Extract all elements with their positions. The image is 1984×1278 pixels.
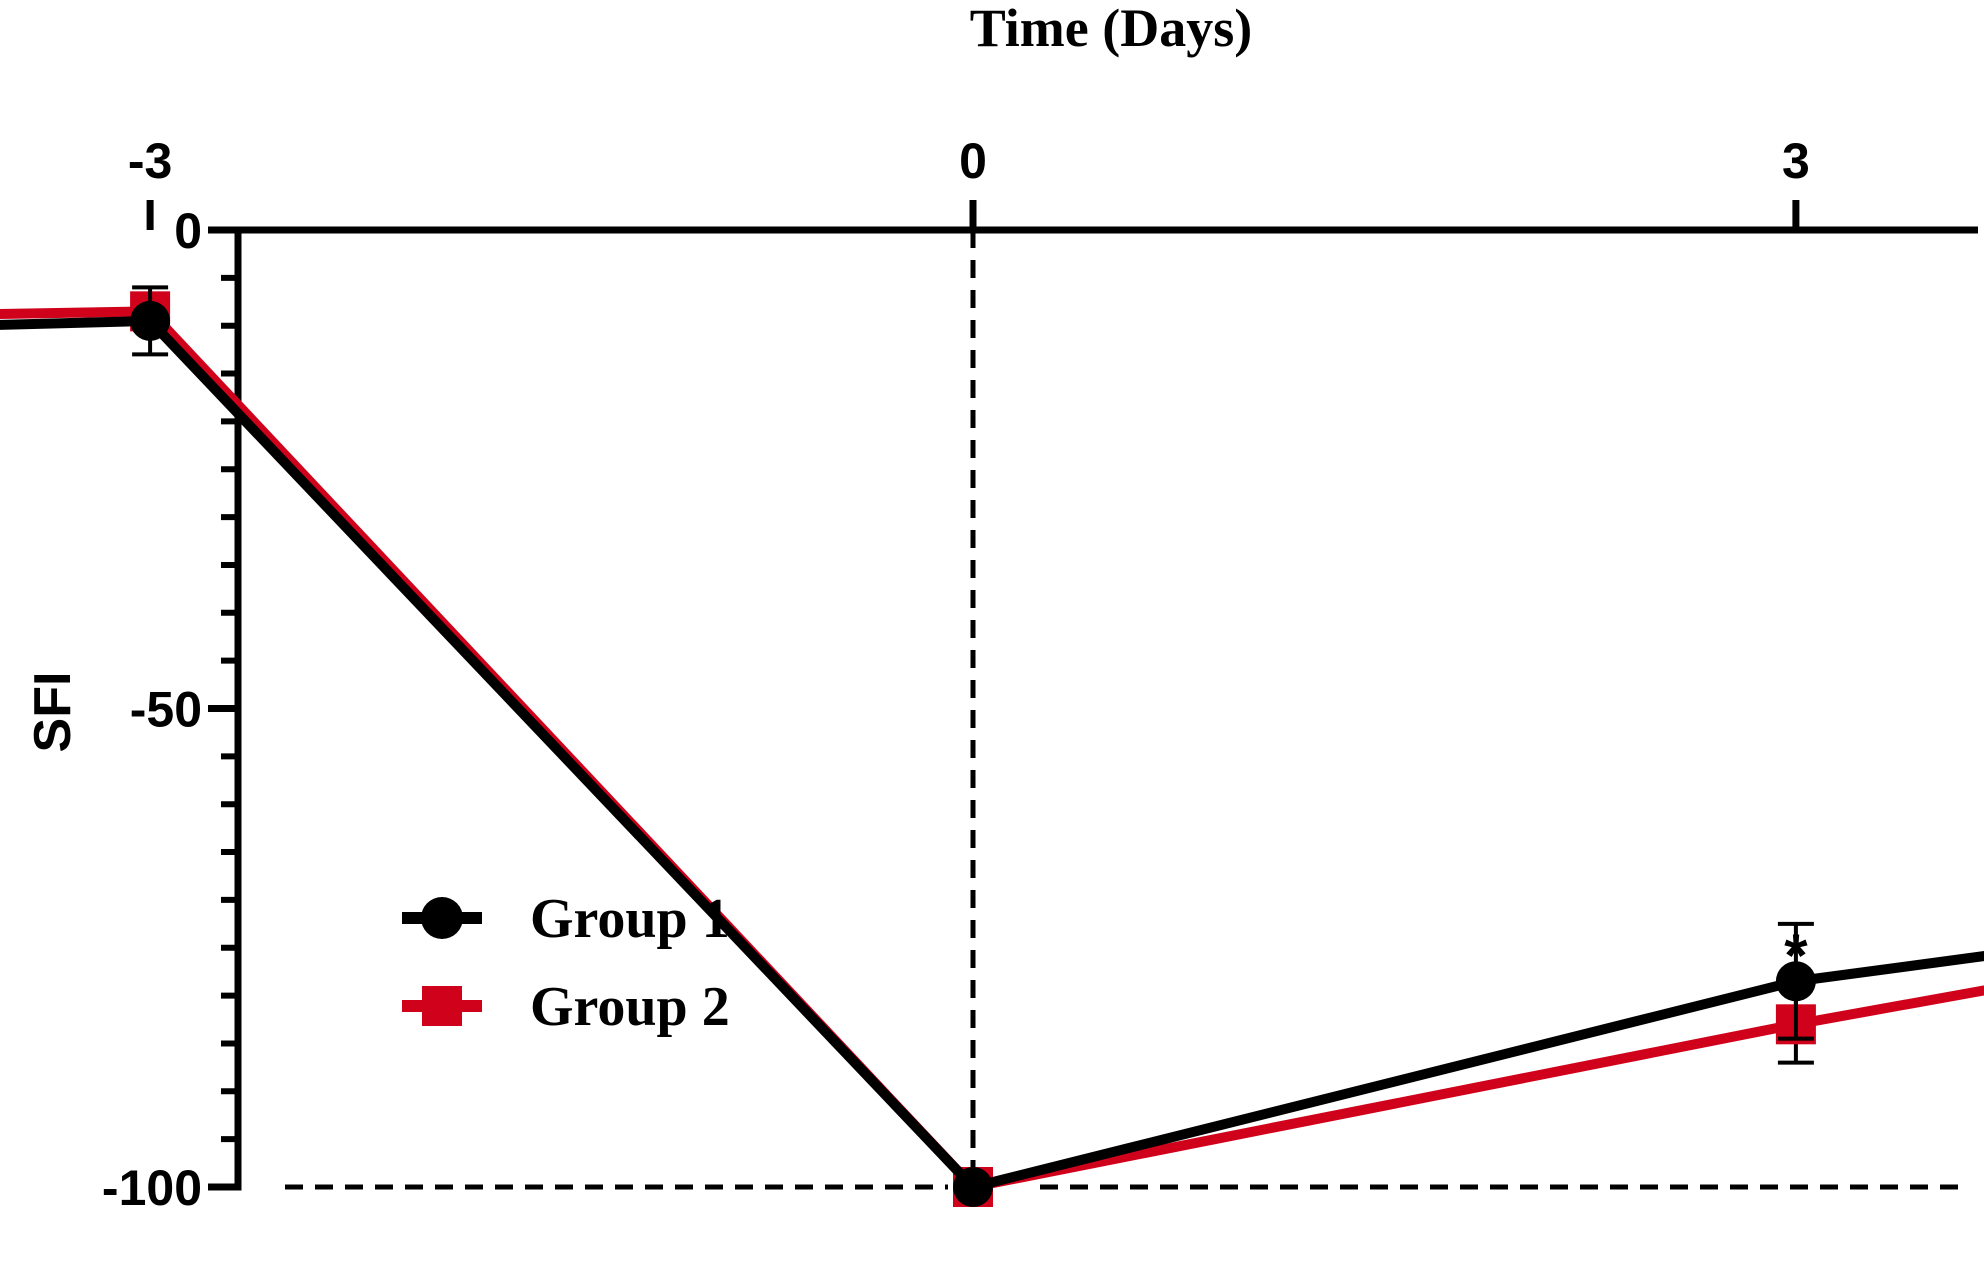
legend-item: Group 2: [402, 976, 730, 1038]
y-tick-label: -100: [102, 1160, 202, 1216]
y-axis-title: SFI: [24, 672, 82, 753]
x-tick-label: 3: [1782, 133, 1810, 189]
data-point-circle: [1775, 961, 1816, 1002]
series-line: [0, 315, 1984, 1192]
data-point-circle: [130, 300, 171, 341]
significance-markers: ***: [1784, 922, 1808, 989]
legend-swatch-circle: [421, 897, 463, 939]
legend-label: Group 1: [530, 888, 730, 950]
legend-label: Group 2: [530, 976, 730, 1038]
x-axis-title: Time (Days): [970, 0, 1252, 58]
legend-item: Group 1: [402, 888, 730, 950]
series-layer: [0, 285, 1984, 1207]
region-labels: Pre-InjuryPost-Injury: [0, 1204, 1984, 1274]
x-tick-label: 0: [959, 133, 987, 189]
data-point-circle: [953, 1167, 993, 1207]
series-line: [0, 306, 1984, 1192]
axes: -5-303690-50-100: [102, 133, 1978, 1216]
series-group-2: [0, 291, 1984, 1207]
reference-lines: [285, 230, 1960, 1190]
significance-asterisk: *: [1784, 922, 1808, 989]
legend-swatch-square: [422, 986, 462, 1026]
series-group-1: [0, 285, 1984, 1207]
y-tick-label: 0: [174, 203, 202, 259]
x-tick-label: -3: [128, 133, 172, 189]
y-tick-label: -50: [130, 682, 202, 738]
legend: Group 1 Group 2: [402, 888, 730, 1038]
